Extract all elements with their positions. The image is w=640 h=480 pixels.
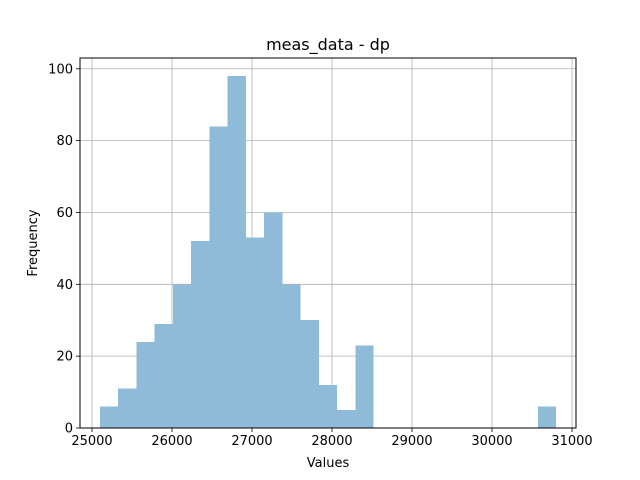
histogram-bar — [209, 126, 228, 428]
x-tick-label: 29000 — [391, 434, 432, 449]
histogram-bar — [245, 237, 265, 428]
x-axis-ticks: 25000 26000 27000 28000 29000 30000 31000 — [71, 428, 593, 449]
y-axis-label: Frequency — [26, 209, 41, 276]
y-tick-label: 40 — [56, 278, 73, 293]
y-axis-ticks: 0 20 40 60 80 100 — [48, 62, 80, 437]
histogram-bar — [337, 410, 356, 428]
histogram-bar — [172, 284, 192, 428]
x-tick-label: 26000 — [151, 434, 192, 449]
x-tick-label: 28000 — [311, 434, 352, 449]
histogram-bar — [191, 241, 210, 428]
x-tick-label: 25000 — [71, 434, 112, 449]
histogram-bar — [318, 384, 338, 428]
y-tick-label: 60 — [56, 206, 73, 221]
x-tick-label: 31000 — [551, 434, 592, 449]
x-tick-label: 27000 — [231, 434, 272, 449]
histogram-bars — [100, 75, 556, 428]
histogram-bar — [537, 406, 556, 428]
histogram-bar — [227, 75, 246, 428]
x-axis-label: Values — [307, 456, 350, 471]
histogram-bar — [100, 406, 119, 428]
y-tick-label: 0 — [65, 422, 73, 437]
histogram-bar — [355, 345, 374, 428]
y-tick-label: 20 — [56, 350, 73, 365]
y-tick-label: 80 — [56, 134, 73, 149]
x-tick-label: 30000 — [471, 434, 512, 449]
y-tick-label: 100 — [48, 62, 73, 77]
plot-frame — [79, 57, 577, 429]
chart-title: meas_data - dp — [266, 35, 390, 55]
histogram-bar — [154, 323, 173, 428]
histogram-bar — [264, 212, 283, 428]
histogram-bar — [136, 341, 155, 428]
histogram-bar — [118, 388, 137, 428]
histogram-bar — [282, 284, 301, 428]
histogram-bar — [300, 320, 319, 428]
